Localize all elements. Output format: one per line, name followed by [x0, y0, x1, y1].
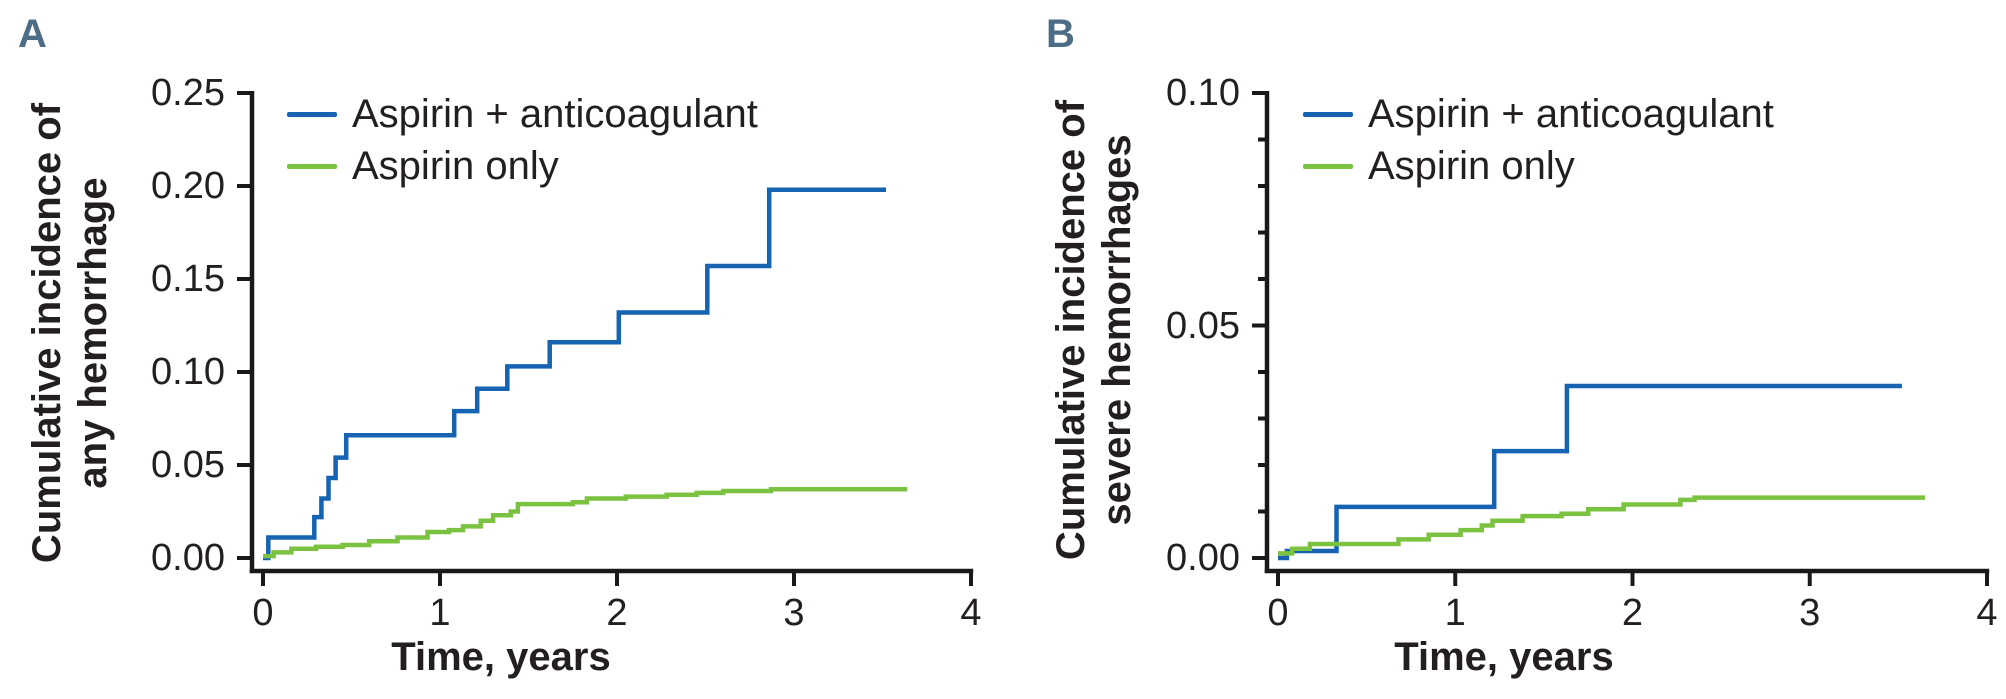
y-tick-label: 0.00	[1166, 537, 1240, 579]
x-tick-label: 2	[1621, 592, 1644, 634]
y-tick-label: 0.05	[151, 444, 225, 486]
x-tick-label: 2	[606, 592, 628, 634]
panel-a-label: A	[18, 12, 48, 56]
y-tick-label: 0.10	[151, 351, 225, 393]
x-tick-label: 4	[1976, 592, 1998, 634]
legend-label: Aspirin only	[1368, 144, 1575, 188]
y-tick-label: 0.15	[151, 258, 225, 300]
y-tick-label: 0.05	[1166, 304, 1240, 347]
legend-item: Aspirin only	[287, 143, 559, 189]
panel-b-y-axis-title: Cumulative incidence of severe hemorrhag…	[1048, 70, 1140, 590]
series-curve-aspirin-only	[263, 486, 908, 559]
panel-a-x-axis-title: Time, years	[391, 635, 611, 679]
x-tick-label: 0	[252, 592, 274, 634]
legend-label: Aspirin + anticoagulant	[1368, 92, 1774, 136]
y-tick-label: 0.25	[151, 72, 225, 114]
legend-item: Aspirin + anticoagulant	[287, 91, 758, 137]
aspirin-only-line-swatch	[287, 163, 337, 169]
legend-label: Aspirin + anticoagulant	[352, 92, 758, 136]
x-tick-label: 3	[1799, 592, 1821, 634]
panel-b-label: B	[1046, 12, 1076, 56]
series-curve-aspirin-only	[1278, 495, 1925, 556]
aspirin-anticoagulant-line-swatch	[287, 111, 337, 117]
x-tick-label: 4	[960, 592, 982, 634]
series-curve-aspirin-anticoagulant	[263, 187, 886, 561]
x-tick-label: 0	[1267, 592, 1289, 634]
x-tick-label: 1	[1444, 592, 1466, 634]
legend-item: Aspirin + anticoagulant	[1303, 91, 1774, 137]
legend-label: Aspirin only	[352, 144, 559, 188]
x-tick-label: 3	[783, 592, 805, 634]
y-tick-label: 0.10	[1166, 72, 1240, 114]
legend-item: Aspirin only	[1303, 143, 1575, 189]
aspirin-anticoagulant-line-swatch	[1303, 111, 1353, 117]
y-tick-label: 0.00	[151, 537, 225, 579]
y-tick-label: 0.20	[151, 165, 225, 207]
aspirin-only-line-swatch	[1303, 163, 1353, 169]
panel-b-x-axis-title: Time, years	[1394, 635, 1614, 679]
panel-b-y-axis-title-line1: Cumulative incidence of	[1049, 99, 1093, 561]
x-tick-label: 1	[429, 592, 451, 634]
